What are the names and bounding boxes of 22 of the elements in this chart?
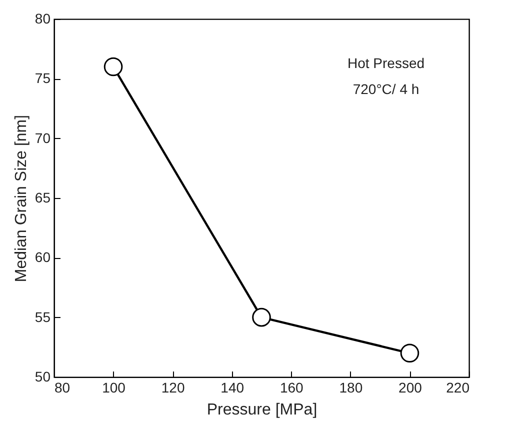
- y-tick-label: 70: [34, 130, 51, 146]
- x-tick-label: 180: [339, 380, 363, 396]
- x-tick-label: 160: [280, 380, 304, 396]
- x-tick-label: 140: [220, 380, 244, 396]
- y-tick-label: 80: [34, 10, 51, 26]
- x-tick-label: 120: [161, 380, 185, 396]
- point: [252, 308, 271, 327]
- point: [104, 57, 123, 76]
- y-tick-label: 55: [34, 308, 51, 325]
- x-tick-label: 200: [398, 380, 422, 396]
- annotation: Hot Pressed: [347, 55, 425, 71]
- y-tick-label: 50: [34, 368, 51, 384]
- point: [400, 344, 420, 363]
- annotation: 720°C/ 4 h: [352, 81, 420, 97]
- x-tick-label: 80: [54, 380, 70, 396]
- x-axis-title: Pressure [MPa]: [206, 402, 318, 418]
- y-tick-label: 60: [34, 249, 51, 266]
- x-tick-label: 220: [446, 380, 470, 396]
- y-tick-label: 75: [34, 70, 51, 86]
- y-tick-label: 65: [34, 190, 51, 206]
- y-axis-title: Median Grain Size [nm]: [12, 114, 30, 282]
- x-tick-label: 100: [102, 380, 126, 396]
